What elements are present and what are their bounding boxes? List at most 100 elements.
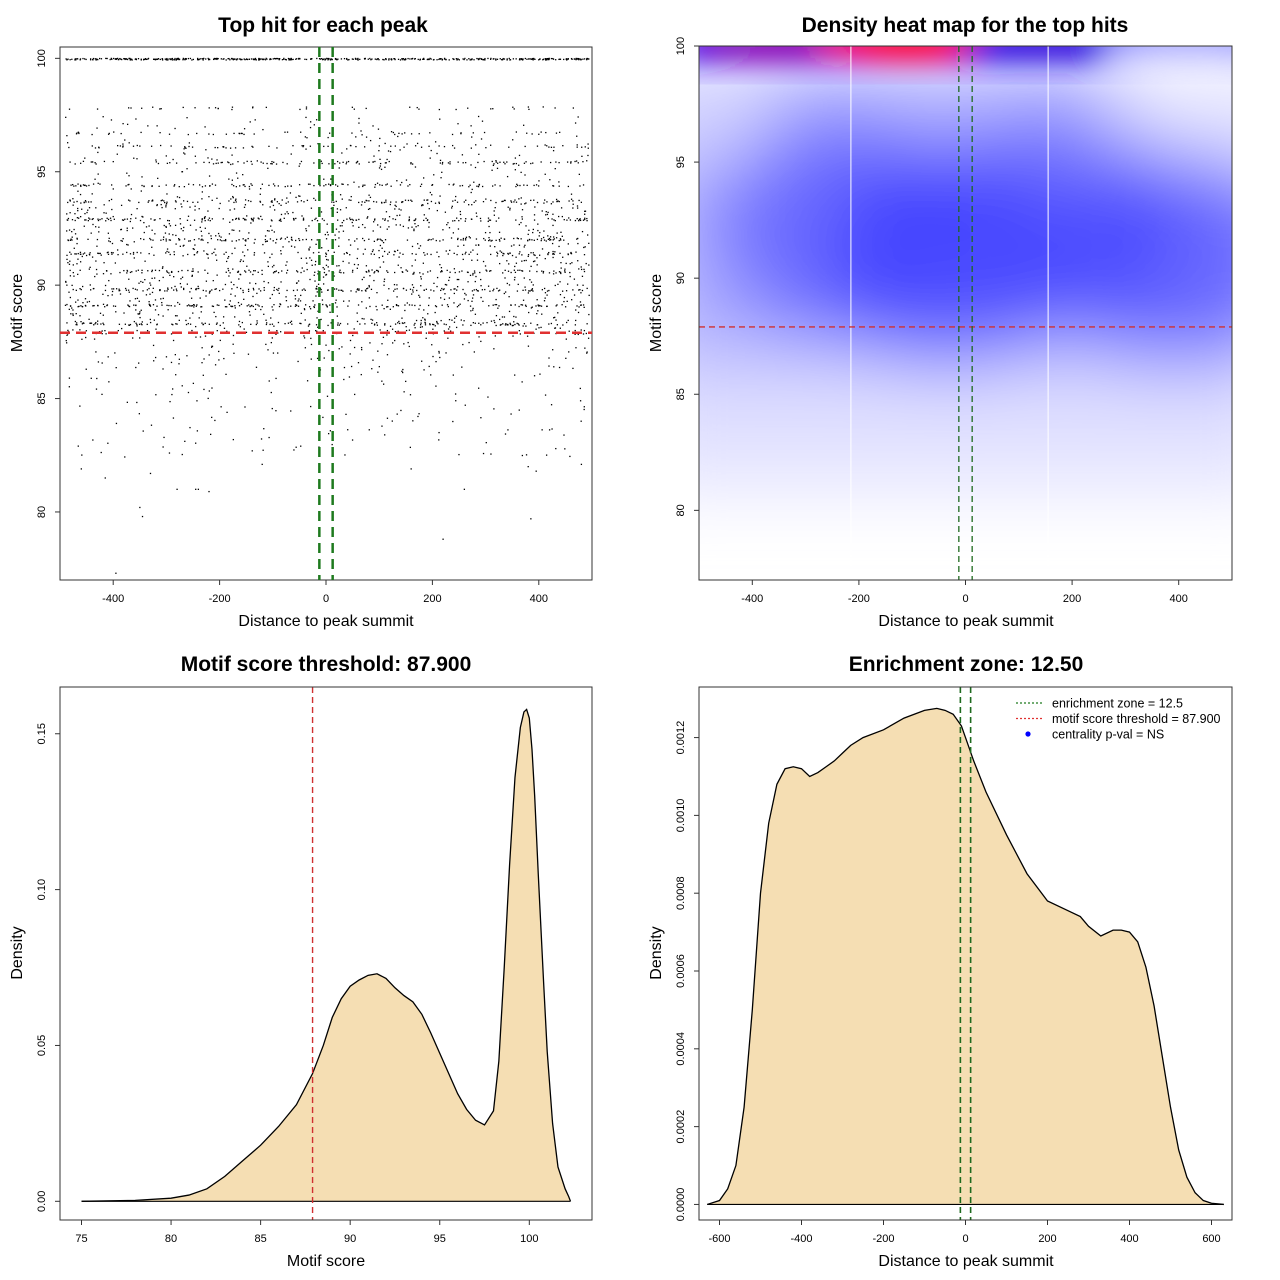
scatter-point	[514, 323, 516, 326]
scatter-point	[515, 162, 518, 165]
scatter-point	[196, 287, 198, 290]
scatter-point	[96, 58, 98, 60]
scatter-point	[108, 200, 110, 202]
scatter-point	[68, 108, 71, 110]
scatter-point	[129, 253, 132, 255]
scatter-point	[129, 220, 131, 223]
scatter-point	[211, 158, 213, 160]
scatter-point	[223, 58, 225, 60]
scatter-point	[510, 304, 512, 306]
scatter-point	[270, 219, 273, 221]
scatter-point	[338, 348, 340, 350]
scatter-point	[97, 361, 100, 363]
scatter-point	[185, 147, 187, 149]
scatter-point	[484, 265, 487, 267]
scatter-point	[513, 201, 515, 203]
scatter-point	[166, 57, 168, 60]
scatter-point	[159, 132, 161, 134]
scatter-point	[531, 306, 533, 308]
scatter-point	[266, 162, 268, 165]
scatter-point	[121, 58, 123, 61]
score-density-x-tick-label: 100	[520, 1233, 538, 1245]
scatter-point	[132, 145, 135, 147]
scatter-point	[222, 218, 224, 220]
scatter-point	[463, 58, 465, 61]
scatter-point	[439, 356, 441, 359]
scatter-point	[285, 272, 288, 274]
scatter-point	[351, 58, 354, 60]
scatter-point	[71, 236, 73, 238]
scatter-point	[371, 250, 374, 253]
scatter-point	[386, 270, 388, 272]
scatter-point	[579, 58, 581, 60]
scatter-point	[361, 348, 363, 351]
scatter-point	[395, 205, 397, 208]
scatter-point	[532, 228, 534, 231]
scatter-point	[290, 236, 293, 239]
scatter-point	[68, 377, 71, 379]
scatter-point	[317, 310, 319, 312]
scatter-point	[338, 167, 340, 169]
scatter-point	[234, 147, 237, 149]
scatter-point	[347, 429, 349, 431]
scatter-point	[92, 217, 94, 220]
scatter-point	[512, 139, 514, 141]
scatter-point	[158, 269, 161, 272]
scatter-point	[351, 221, 353, 224]
scatter-point	[383, 250, 386, 253]
scatter-point	[71, 239, 73, 241]
scatter-point	[130, 218, 132, 220]
distance-density-y-tick-label: 0.0004	[675, 1032, 687, 1066]
scatter-point	[333, 288, 336, 290]
scatter-point	[224, 299, 226, 301]
scatter-point	[168, 251, 170, 253]
scatter-point	[93, 324, 95, 326]
scatter-point	[442, 538, 444, 540]
scatter-point	[174, 200, 177, 202]
scatter-x-tick-label: 400	[530, 593, 548, 605]
scatter-point	[228, 178, 230, 180]
scatter-point	[381, 304, 383, 306]
scatter-point	[361, 278, 363, 281]
scatter-point	[277, 352, 279, 354]
scatter-point	[240, 59, 242, 61]
scatter-point	[383, 59, 385, 61]
scatter-point	[540, 238, 543, 240]
scatter-point	[472, 272, 474, 275]
scatter-point	[356, 289, 358, 291]
scatter-point	[579, 387, 581, 390]
scatter-point	[394, 250, 396, 253]
scatter-point	[238, 217, 240, 219]
scatter-point	[192, 382, 195, 385]
scatter-point	[564, 270, 566, 272]
scatter-point	[467, 271, 469, 274]
scatter-point	[413, 58, 416, 60]
scatter-point	[578, 218, 581, 221]
scatter-point	[458, 304, 460, 307]
scatter-point	[66, 135, 68, 137]
scatter-point	[74, 320, 77, 323]
legend-entry-label: centrality p-val = NS	[1052, 728, 1164, 742]
scatter-point	[207, 257, 209, 259]
scatter-point	[210, 235, 212, 237]
scatter-point	[545, 131, 547, 134]
scatter-point	[361, 290, 363, 292]
scatter-point	[89, 254, 91, 256]
scatter-point	[485, 198, 487, 200]
scatter-point	[229, 272, 231, 274]
scatter-point	[81, 454, 83, 456]
scatter-point	[456, 58, 458, 60]
scatter-point	[475, 288, 478, 291]
scatter-point	[290, 59, 292, 61]
scatter-point	[540, 305, 543, 307]
scatter-point	[545, 59, 548, 61]
scatter-point	[542, 270, 545, 273]
scatter-point	[201, 198, 203, 200]
scatter-point	[564, 268, 566, 270]
scatter-point	[480, 138, 483, 140]
scatter-point	[124, 58, 126, 60]
scatter-point	[164, 232, 167, 234]
scatter-point	[413, 271, 415, 274]
scatter-point	[368, 194, 370, 196]
scatter-point	[270, 163, 272, 165]
